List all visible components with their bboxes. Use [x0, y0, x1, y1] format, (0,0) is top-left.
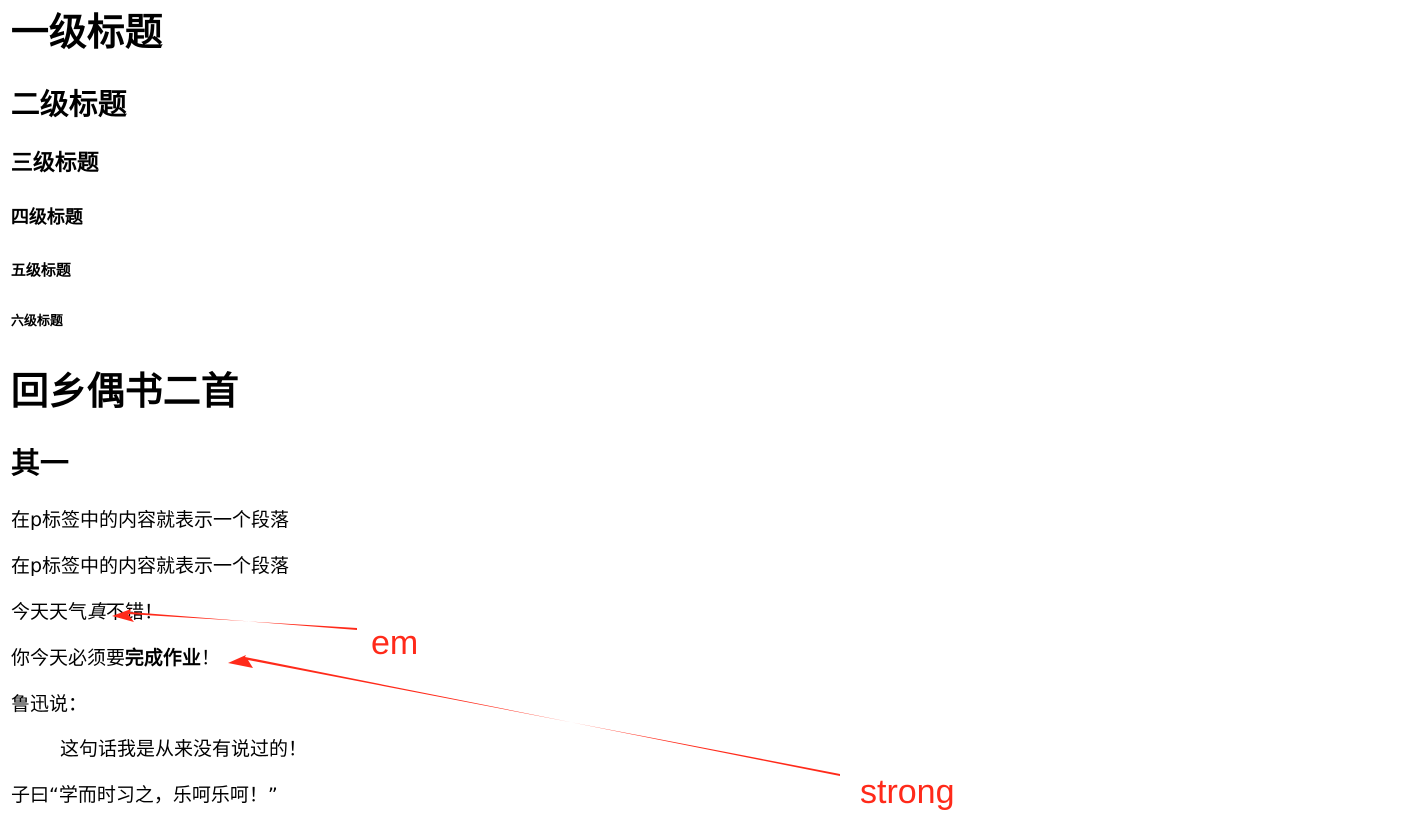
heading-level-6: 六级标题 [11, 314, 64, 329]
heading-level-2: 二级标题 [11, 87, 128, 121]
luxun-paragraph: 鲁迅说： [11, 693, 88, 715]
paragraph-2: 在p标签中的内容就表示一个段落 [11, 555, 290, 577]
homework-text-before: 你今天必须要 [11, 647, 126, 669]
paragraph-1: 在p标签中的内容就表示一个段落 [11, 509, 290, 531]
em-arrow [112, 609, 357, 630]
heading-level-4: 四级标题 [11, 207, 83, 228]
em-annotation-label: em [371, 624, 419, 662]
strong-text: 完成作业 [125, 647, 202, 669]
emphasis-text: 真 [87, 601, 107, 623]
homework-text-after: ！ [201, 647, 221, 669]
strong-arrow [228, 655, 840, 776]
confucius-paragraph: 子曰“学而时习之，乐呵乐呵！” [11, 784, 278, 806]
heading-level-1: 一级标题 [11, 10, 164, 54]
poem-subtitle: 其一 [11, 446, 70, 480]
heading-level-3: 三级标题 [11, 151, 100, 176]
homework-paragraph: 你今天必须要完成作业！ [11, 649, 220, 668]
poem-title: 回乡偶书二首 [11, 369, 240, 413]
heading-level-5: 五级标题 [11, 261, 72, 279]
blockquote-text: 这句话我是从来没有说过的！ [60, 738, 308, 760]
weather-text-before: 今天天气 [11, 601, 88, 623]
strong-annotation-label: strong [860, 773, 955, 811]
